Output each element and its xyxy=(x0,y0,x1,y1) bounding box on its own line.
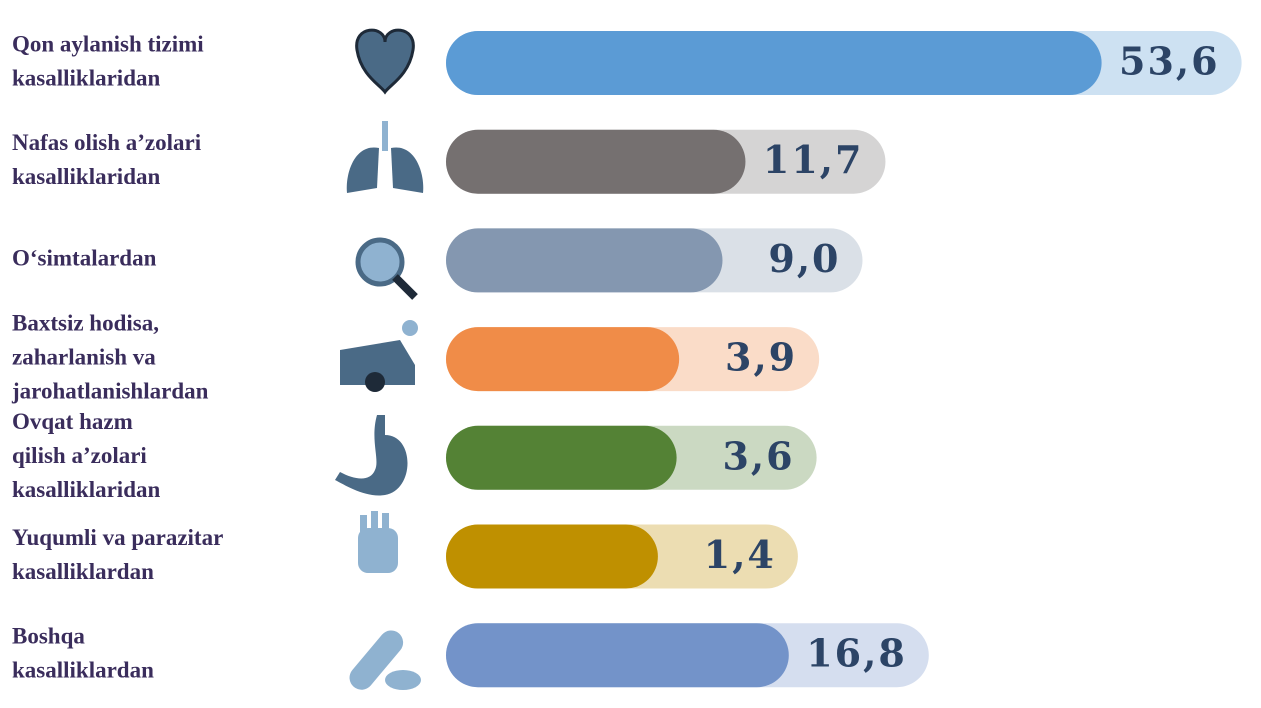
value-label: 3,6 xyxy=(722,433,794,478)
hand-icon xyxy=(358,511,398,573)
category-label: qilish a’zolari xyxy=(12,443,147,468)
value-label: 16,8 xyxy=(806,631,907,676)
category-label: Nafas olish a’zolari xyxy=(12,130,202,155)
microscope-icon xyxy=(355,237,418,300)
category-label: jarohatlanishlardan xyxy=(11,378,209,403)
accident-icon xyxy=(340,320,418,392)
bar xyxy=(446,524,658,589)
category-label: Boshqa xyxy=(12,623,85,648)
category-label: kasalliklardan xyxy=(12,657,154,682)
value-label: 11,7 xyxy=(763,137,864,182)
icons xyxy=(335,28,424,690)
bar xyxy=(446,623,789,688)
category-label: kasalliklaridan xyxy=(12,65,160,90)
category-label: Ovqat hazm xyxy=(12,409,133,434)
category-label: kasalliklaridan xyxy=(12,164,160,189)
bar xyxy=(446,327,680,392)
category-label: Qon aylanish tizimi xyxy=(12,31,204,56)
value-label: 3,9 xyxy=(725,335,797,380)
value-label: 9,0 xyxy=(768,236,840,281)
category-label: Baxtsiz hodisa, xyxy=(12,310,159,335)
bar xyxy=(446,129,746,194)
value-label: 1,4 xyxy=(704,532,776,577)
category-label: Yuqumli va parazitar xyxy=(12,525,223,550)
bar xyxy=(446,31,1102,95)
heart-icon xyxy=(355,28,415,95)
pills-icon xyxy=(349,630,421,690)
stomach-icon xyxy=(335,415,408,496)
bar xyxy=(446,425,677,490)
lungs-icon xyxy=(346,121,424,193)
category-label: zaharlanish va xyxy=(12,344,156,369)
category-label: kasalliklaridan xyxy=(12,477,160,502)
category-label: kasalliklardan xyxy=(12,559,154,584)
bar xyxy=(446,228,723,293)
value-label: 53,6 xyxy=(1119,39,1220,84)
category-label: O‘simtalardan xyxy=(12,246,157,271)
